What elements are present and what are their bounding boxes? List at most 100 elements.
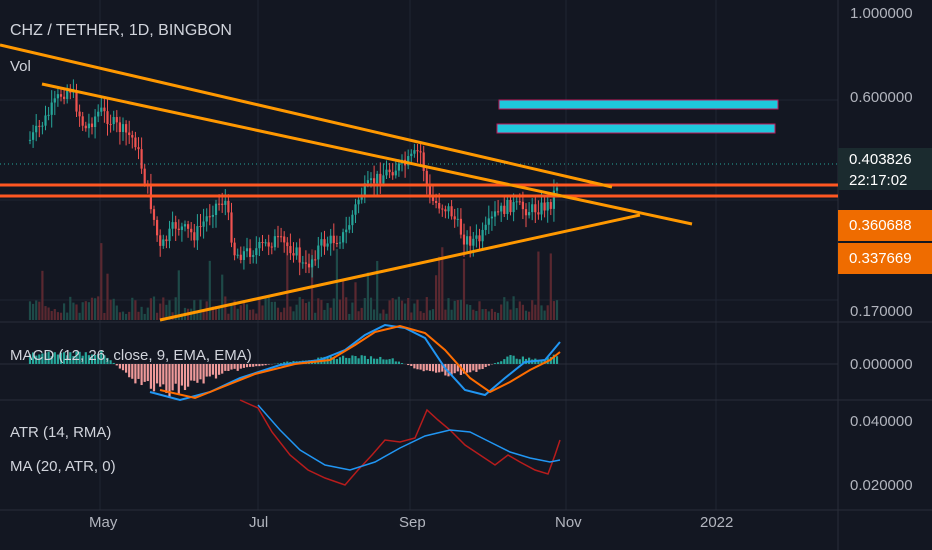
volume-bar — [441, 247, 444, 320]
candle-body — [376, 173, 379, 184]
macd-histogram-bar — [245, 364, 249, 368]
volume-bar — [373, 309, 376, 320]
trendline-upper-steep[interactable] — [0, 43, 613, 189]
level-price-tag[interactable]: 0.360688 — [838, 210, 932, 241]
candle-body — [410, 153, 413, 157]
candle-body — [35, 125, 38, 133]
trendline-support[interactable] — [159, 213, 641, 322]
macd-histogram-bar — [249, 364, 252, 367]
candle-body — [407, 156, 410, 166]
macd-histogram-bar — [174, 364, 177, 384]
price-axis-label: 0.170000 — [850, 303, 913, 320]
candle-body — [202, 221, 205, 227]
volume-bar — [87, 302, 90, 320]
volume-bar — [295, 304, 298, 320]
volume-bar — [394, 299, 397, 320]
macd-histogram-bar — [450, 364, 453, 375]
volume-bar — [549, 253, 552, 320]
candle-body — [435, 200, 438, 203]
candle-body — [125, 124, 128, 133]
volume-bar — [475, 310, 478, 320]
macd-histogram-bar — [540, 359, 543, 364]
target-box-lower[interactable] — [496, 123, 776, 134]
volume-bar — [35, 300, 38, 320]
volume-bar — [376, 260, 379, 320]
macd-histogram-bar — [518, 359, 521, 364]
price-axis-label: 0.600000 — [850, 89, 913, 106]
volume-bar — [94, 298, 97, 320]
macd-histogram-bar — [109, 360, 112, 364]
volume-bar — [478, 301, 481, 320]
volume-bar — [103, 312, 106, 320]
candle-body — [78, 111, 81, 117]
trendline-upper-shallow[interactable] — [41, 82, 693, 226]
macd-histogram-bar — [416, 364, 419, 370]
volume-bar — [456, 300, 459, 320]
volume-bar — [149, 298, 152, 320]
candle-body — [295, 247, 298, 256]
volume-bar — [152, 296, 156, 320]
candle-body — [28, 139, 32, 141]
macd-histogram-bar — [521, 356, 524, 364]
candle-body — [444, 209, 447, 212]
volume-bar — [196, 311, 199, 320]
volume-bar — [335, 248, 338, 320]
candle-body — [115, 117, 118, 123]
candle-body — [121, 124, 125, 132]
macd-histogram-bar — [252, 364, 255, 367]
macd-histogram-bar — [338, 357, 342, 364]
macd-histogram-bar — [456, 364, 459, 372]
candle-body — [552, 190, 555, 209]
target-box-upper[interactable] — [498, 99, 779, 110]
atr-axis-label: 0.020000 — [850, 477, 913, 494]
macd-histogram-bar — [286, 361, 289, 364]
macd-histogram-bar — [81, 355, 84, 364]
volume-bar — [286, 245, 289, 320]
candle-body — [218, 203, 221, 205]
macd-histogram-bar — [97, 354, 100, 364]
macd-histogram-bar — [87, 355, 90, 364]
candle-body — [32, 132, 35, 140]
macd-histogram-bar — [134, 364, 137, 384]
signal-line — [159, 324, 561, 400]
volume-bar — [540, 305, 543, 320]
volume-bars — [28, 243, 559, 320]
volume-bar — [177, 270, 180, 320]
candle-body — [289, 246, 292, 254]
candle-body — [314, 259, 317, 261]
candle-body — [100, 107, 103, 112]
candle-body — [106, 111, 109, 125]
candle-body — [369, 178, 373, 181]
candle-body — [363, 183, 366, 196]
macd-histogram-bar — [28, 354, 32, 364]
candle-body — [419, 151, 422, 153]
candle-body — [273, 236, 276, 248]
macd-histogram-bar — [90, 354, 94, 364]
volume-bar — [524, 310, 528, 320]
macd-histogram-bar — [475, 364, 478, 372]
candle-body — [230, 212, 233, 243]
candle-body — [388, 169, 391, 173]
candle-body — [261, 241, 264, 243]
volume-bar — [211, 306, 214, 320]
volume-bar — [81, 302, 84, 320]
atr-ma-line — [257, 404, 561, 471]
macd-histogram-bar — [50, 356, 53, 364]
level-price-tag[interactable]: 0.337669 — [838, 243, 932, 274]
candle-body — [283, 236, 286, 243]
volume-bar — [397, 296, 400, 320]
candle-body — [301, 262, 304, 264]
macd-histogram-bar — [264, 364, 267, 366]
volume-bar — [47, 307, 50, 320]
ma-legend: MA (20, ATR, 0) — [10, 458, 116, 475]
volume-bar — [351, 302, 354, 320]
volume-bar — [202, 310, 205, 320]
last-price-tag[interactable]: 0.403826 22:17:02 — [838, 148, 932, 190]
candle-body — [549, 202, 552, 209]
volume-bar — [283, 307, 286, 320]
macd-histogram-bar — [348, 358, 351, 364]
volume-bar — [242, 300, 245, 320]
candle-body — [59, 94, 63, 97]
volume-bar — [332, 298, 335, 320]
